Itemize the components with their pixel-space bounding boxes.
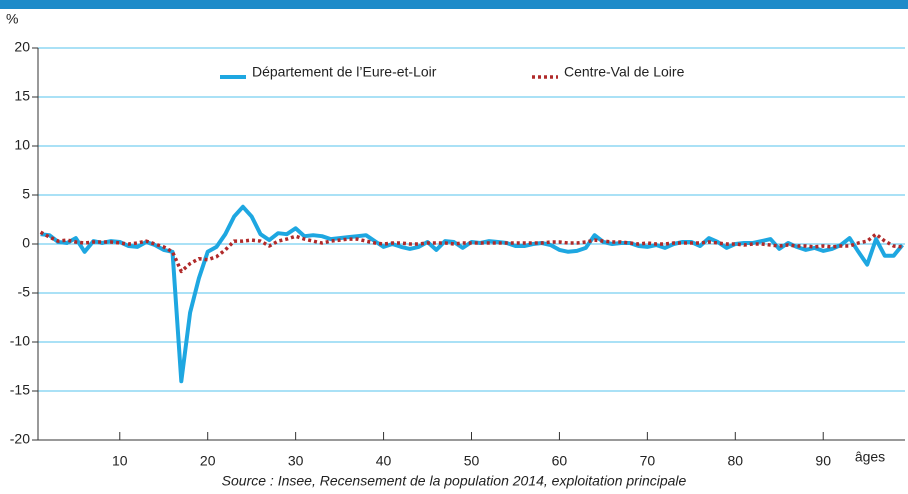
y-tick-label: -10 (10, 333, 30, 349)
top-band (0, 0, 908, 9)
x-tick-label: 20 (200, 453, 216, 469)
y-unit: % (6, 11, 18, 27)
x-tick-label: 50 (464, 453, 480, 469)
source: Source : Insee, Recensement de la popula… (222, 473, 687, 489)
y-tick-label: 5 (22, 186, 30, 202)
y-tick-label: 20 (14, 39, 30, 55)
y-tick-label: -5 (18, 284, 31, 300)
series-line (40, 204, 904, 384)
x-tick-label: 40 (376, 453, 392, 469)
y-tick-label: -15 (10, 382, 30, 398)
legend-label: Centre-Val de Loire (564, 64, 685, 80)
x-tick-label: 80 (728, 453, 744, 469)
x-tick-label: 90 (815, 453, 831, 469)
x-tick-label: 60 (552, 453, 568, 469)
y-tick-label: 10 (14, 137, 30, 153)
x-axis-label: âges (855, 449, 885, 465)
y-tick-label: 15 (14, 88, 30, 104)
x-tick-label: 10 (112, 453, 128, 469)
x-tick-label: 70 (640, 453, 656, 469)
y-tick-label: -20 (10, 431, 30, 447)
x-tick-label: 30 (288, 453, 304, 469)
series-line (39, 230, 903, 274)
legend-label: Département de l’Eure-et-Loir (252, 64, 437, 80)
y-tick-label: 0 (22, 235, 30, 251)
